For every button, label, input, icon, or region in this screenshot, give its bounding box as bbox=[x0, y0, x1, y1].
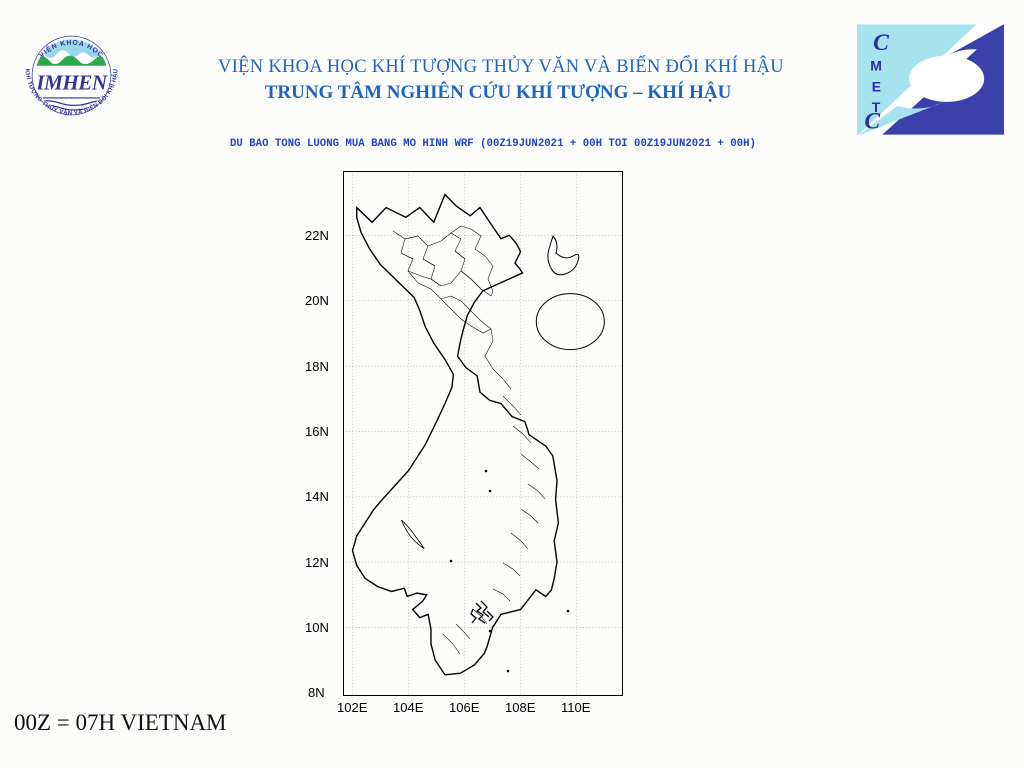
svg-text:M: M bbox=[870, 58, 882, 74]
svg-text:C: C bbox=[864, 109, 880, 135]
svg-text:IMHEN: IMHEN bbox=[35, 70, 108, 94]
svg-text:E: E bbox=[872, 78, 881, 94]
svg-text:C: C bbox=[873, 30, 889, 56]
